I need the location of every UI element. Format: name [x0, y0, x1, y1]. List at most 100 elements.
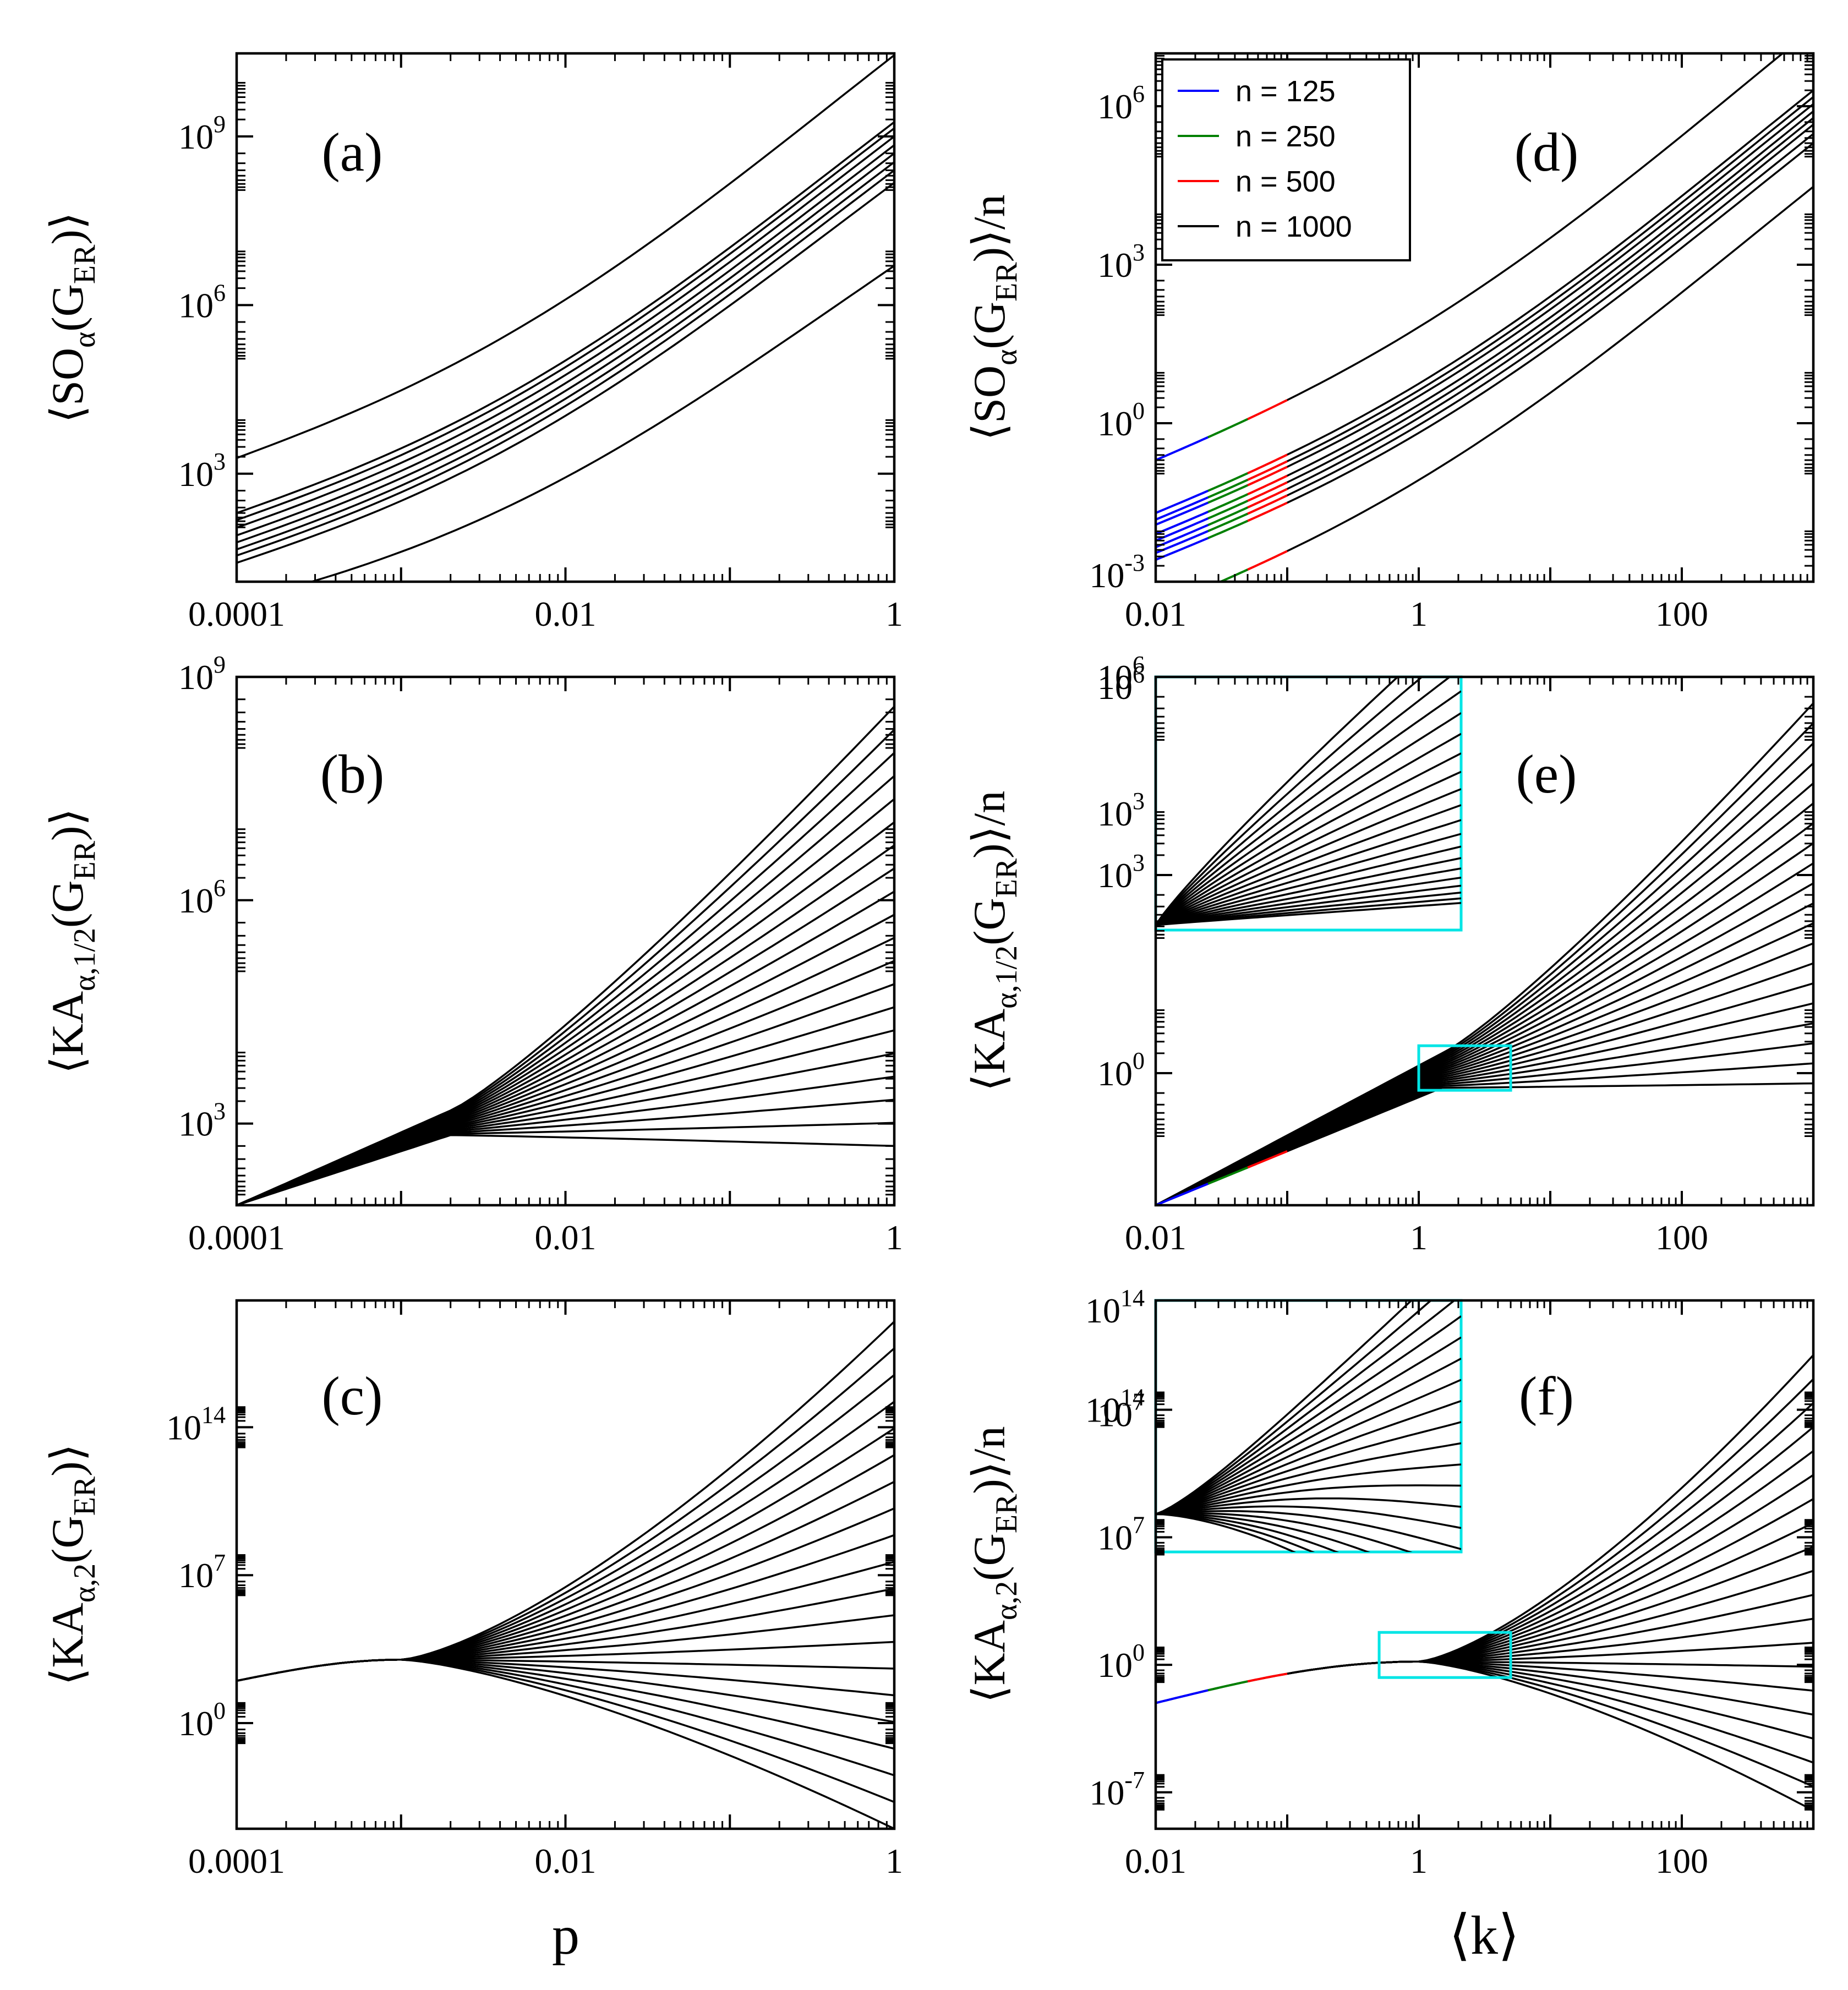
inset-y-tick-label: 103: [1097, 788, 1145, 833]
inset-series-line: [1156, 1497, 1461, 1516]
inset-series-line: [1156, 1512, 1371, 1552]
segment-n250-6: [1207, 506, 1248, 526]
series-line-16: [237, 1427, 894, 1682]
legend-label-n1000: n = 1000: [1235, 210, 1352, 243]
segment-n250-4: [1207, 493, 1248, 513]
x-axis-label-right: ⟨k⟩: [1449, 1905, 1519, 1966]
y-tick-label: 100: [1097, 397, 1145, 443]
series-line-band-5: [237, 152, 894, 544]
segment-n500-6: [1247, 488, 1288, 509]
segment-n125-0: [1156, 436, 1209, 461]
x-tick-label: 1: [885, 1841, 903, 1880]
y-tick-label: 10-7: [1089, 1767, 1145, 1812]
zoom-box: [1417, 1044, 1512, 1092]
segment-n500-3: [1247, 466, 1288, 486]
series-line-20: [1156, 702, 1813, 1205]
inset-y-tick-label: 1014: [1085, 1284, 1145, 1330]
segment-n125-1: [1156, 489, 1209, 514]
panel-e: 103 106 0.01 1 100 100 103 106 ⟨KAα,1/2(GER)⟩/n (…: [964, 651, 1815, 1257]
inset-series-line: [1156, 1513, 1297, 1552]
segment-n500-9: [1247, 550, 1288, 571]
y-tick-label: 107: [1097, 1511, 1145, 1557]
inset-series-line: [1156, 770, 1461, 926]
inset-series-line: [1156, 1300, 1433, 1516]
inset-series-line: [1156, 1463, 1461, 1516]
segment-n500-1: [1247, 453, 1288, 474]
segment-n500-5: [1247, 481, 1288, 502]
inset-series-line: [1156, 1421, 1461, 1516]
segment-n500-0: [1247, 1150, 1288, 1169]
y-axis-label: ⟨KAα,2(GER)⟩/n: [964, 1426, 1024, 1703]
x-tick-label: 1: [885, 594, 903, 633]
inset-series-line: [1156, 1484, 1461, 1516]
segment-n250-3: [1207, 484, 1248, 504]
x-tick-label: 0.0001: [188, 1218, 285, 1257]
inset-series-line: [1156, 1300, 1456, 1516]
legend-label-n250: n = 250: [1235, 120, 1336, 153]
plot-frame: [1154, 1299, 1815, 1830]
segment-n125-2: [1156, 496, 1209, 521]
y-tick-label: 103: [1097, 239, 1145, 285]
inset-y-tick-label: 106: [1097, 661, 1145, 707]
series-line-band-1: [237, 121, 894, 514]
segment-n500-0: [1247, 399, 1288, 420]
series-line-20: [237, 706, 894, 1205]
y-axis-label: ⟨KAα,1/2(GER)⟩/n: [964, 791, 1024, 1092]
panel-a: 0.0001 0.01 1 103 106 109 ⟨SOα(GER)⟩ (a): [42, 52, 903, 633]
series-line-20: [237, 1321, 894, 1682]
y-tick-label: 106: [178, 874, 226, 920]
segment-n125-0: [1156, 1183, 1209, 1205]
x-tick-label: 1: [1410, 1841, 1428, 1880]
x-tick-label: 1: [1410, 1218, 1428, 1257]
inset-series-line: [1156, 884, 1461, 926]
series-line-6: [1156, 982, 1813, 1205]
x-tick-label: 1: [885, 1218, 903, 1257]
panel-label: (c): [322, 1365, 383, 1426]
inset-series-line: [1156, 1510, 1461, 1550]
x-tick-label: 100: [1655, 594, 1708, 633]
x-tick-label: 0.01: [1125, 1841, 1187, 1880]
series-line-17: [237, 775, 894, 1205]
panel-d: 0.01 1 100 10-3 100 103 106 ⟨SOα(GER)⟩/n (d): [964, 52, 1815, 633]
inset-series-line: [1156, 804, 1461, 926]
y-tick-label: 1014: [1085, 1384, 1145, 1430]
inset-series-line: [1156, 788, 1461, 926]
legend-label-n125: n = 125: [1235, 75, 1336, 108]
inset-series-line: [1156, 1505, 1461, 1529]
inset-series-line: [1156, 876, 1461, 926]
y-axis-label: ⟨KAα,1/2(GER)⟩: [42, 808, 102, 1074]
y-tick-label: 100: [1097, 1639, 1145, 1685]
series-line-6: [237, 1029, 894, 1205]
segment-n250-0: [1207, 1166, 1248, 1185]
series-line-1: [1156, 1660, 1813, 1812]
inset-series-line: [1156, 1399, 1461, 1516]
segment-n500-0: [1247, 1672, 1288, 1683]
panel-label: (d): [1515, 122, 1579, 183]
series-line-9: [237, 1614, 894, 1682]
x-tick-label: 0.01: [535, 1218, 597, 1257]
inset-series-line: [1156, 677, 1399, 926]
inset-series-line: [1156, 1336, 1461, 1516]
y-tick-label: 106: [178, 279, 226, 325]
inset-series-line: [1156, 1315, 1461, 1516]
x-tick-label: 0.01: [1125, 1218, 1187, 1257]
x-axis-label-left: p: [552, 1905, 579, 1966]
x-tick-label: 100: [1655, 1841, 1708, 1880]
x-tick-label: 0.01: [535, 594, 597, 633]
segment-n125-0: [1156, 1689, 1209, 1704]
series-line-alpha-low: [308, 265, 894, 582]
panel-c: 0.0001 0.01 1 100 107 1014 ⟨KAα,2(GER)⟩ (c): [42, 1299, 903, 1880]
series-line-9: [237, 960, 894, 1205]
y-tick-label: 109: [178, 111, 226, 156]
inset-series-line: [1156, 677, 1424, 926]
series-line-band-2: [237, 127, 894, 521]
y-axis-label: ⟨SOα(GER)⟩/n: [964, 194, 1024, 440]
inset-series-line: [1156, 1512, 1413, 1552]
x-tick-label: 0.0001: [188, 1841, 285, 1880]
series-line-5: [237, 1052, 894, 1205]
inset-series-line: [1156, 857, 1461, 926]
panel-label: (a): [322, 122, 383, 183]
y-tick-label: 100: [178, 1697, 226, 1743]
